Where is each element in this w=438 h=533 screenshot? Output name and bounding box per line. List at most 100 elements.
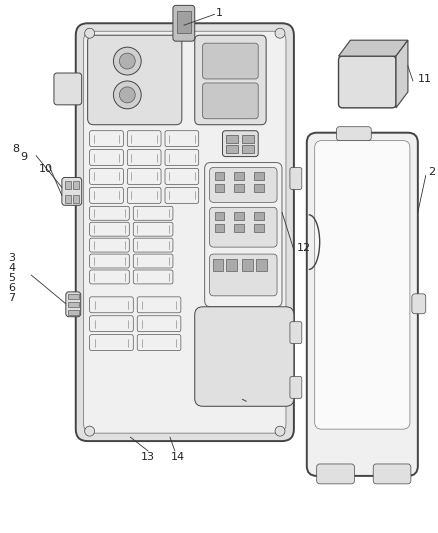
Text: 5: 5: [8, 273, 15, 283]
Circle shape: [120, 87, 135, 103]
FancyBboxPatch shape: [90, 254, 129, 268]
Text: 6: 6: [8, 283, 15, 293]
FancyBboxPatch shape: [195, 35, 266, 125]
FancyBboxPatch shape: [223, 131, 258, 157]
FancyBboxPatch shape: [203, 43, 258, 79]
FancyBboxPatch shape: [66, 292, 81, 317]
FancyBboxPatch shape: [307, 133, 418, 476]
FancyBboxPatch shape: [127, 131, 161, 147]
FancyBboxPatch shape: [203, 83, 258, 119]
FancyBboxPatch shape: [76, 23, 294, 441]
Bar: [73, 181, 79, 189]
FancyBboxPatch shape: [90, 316, 133, 332]
FancyBboxPatch shape: [54, 73, 82, 105]
FancyBboxPatch shape: [133, 270, 173, 284]
Bar: [65, 196, 71, 203]
FancyBboxPatch shape: [173, 5, 195, 41]
Bar: [256, 259, 267, 271]
Bar: [177, 11, 191, 33]
Text: 8: 8: [12, 143, 19, 154]
FancyBboxPatch shape: [88, 35, 182, 125]
Bar: [212, 259, 223, 271]
Bar: [226, 135, 238, 143]
FancyBboxPatch shape: [290, 167, 302, 189]
Bar: [254, 212, 264, 220]
Bar: [68, 302, 79, 307]
FancyBboxPatch shape: [90, 238, 129, 252]
Text: 13: 13: [141, 452, 155, 462]
FancyBboxPatch shape: [90, 150, 124, 166]
Bar: [226, 259, 237, 271]
FancyBboxPatch shape: [90, 270, 129, 284]
Bar: [242, 135, 254, 143]
FancyBboxPatch shape: [137, 335, 181, 351]
FancyBboxPatch shape: [165, 188, 199, 203]
FancyBboxPatch shape: [90, 222, 129, 236]
FancyBboxPatch shape: [127, 150, 161, 166]
FancyBboxPatch shape: [210, 207, 277, 247]
FancyBboxPatch shape: [412, 294, 426, 314]
Bar: [254, 184, 264, 192]
Circle shape: [275, 28, 285, 38]
Bar: [73, 196, 79, 203]
FancyBboxPatch shape: [133, 238, 173, 252]
FancyBboxPatch shape: [290, 322, 302, 344]
FancyBboxPatch shape: [336, 127, 371, 141]
FancyBboxPatch shape: [84, 31, 286, 433]
FancyBboxPatch shape: [165, 131, 199, 147]
FancyBboxPatch shape: [133, 206, 173, 220]
FancyBboxPatch shape: [315, 141, 410, 429]
Circle shape: [113, 81, 141, 109]
Circle shape: [85, 28, 95, 38]
Bar: [254, 173, 264, 181]
FancyBboxPatch shape: [90, 297, 133, 313]
FancyBboxPatch shape: [210, 254, 277, 296]
Text: 2: 2: [428, 167, 435, 177]
Bar: [215, 173, 225, 181]
Bar: [215, 212, 225, 220]
Bar: [68, 310, 79, 315]
FancyBboxPatch shape: [133, 254, 173, 268]
FancyBboxPatch shape: [317, 464, 354, 484]
Text: 9: 9: [20, 151, 27, 161]
FancyBboxPatch shape: [210, 167, 277, 203]
Bar: [215, 184, 225, 192]
Circle shape: [120, 53, 135, 69]
Bar: [226, 144, 238, 152]
Polygon shape: [339, 40, 408, 56]
FancyBboxPatch shape: [90, 335, 133, 351]
Bar: [215, 224, 225, 232]
FancyBboxPatch shape: [137, 297, 181, 313]
Circle shape: [85, 426, 95, 436]
FancyBboxPatch shape: [205, 163, 282, 307]
FancyBboxPatch shape: [90, 131, 124, 147]
Bar: [68, 294, 79, 299]
FancyBboxPatch shape: [90, 206, 129, 220]
FancyBboxPatch shape: [165, 150, 199, 166]
Bar: [254, 224, 264, 232]
FancyBboxPatch shape: [127, 188, 161, 203]
FancyBboxPatch shape: [339, 56, 396, 108]
FancyBboxPatch shape: [90, 168, 124, 184]
Bar: [234, 224, 244, 232]
Bar: [234, 212, 244, 220]
Bar: [65, 181, 71, 189]
Bar: [234, 184, 244, 192]
Text: 11: 11: [418, 74, 432, 84]
FancyBboxPatch shape: [195, 307, 294, 406]
FancyBboxPatch shape: [290, 376, 302, 398]
Polygon shape: [396, 40, 408, 108]
Text: 14: 14: [171, 452, 185, 462]
FancyBboxPatch shape: [127, 168, 161, 184]
FancyBboxPatch shape: [165, 168, 199, 184]
Text: 3: 3: [8, 253, 15, 263]
FancyBboxPatch shape: [62, 177, 82, 205]
Text: 7: 7: [8, 293, 15, 303]
Text: 4: 4: [8, 263, 15, 273]
Text: 1: 1: [216, 9, 223, 18]
FancyBboxPatch shape: [90, 188, 124, 203]
Circle shape: [275, 426, 285, 436]
Bar: [242, 259, 253, 271]
Bar: [242, 144, 254, 152]
Text: 12: 12: [297, 243, 311, 253]
